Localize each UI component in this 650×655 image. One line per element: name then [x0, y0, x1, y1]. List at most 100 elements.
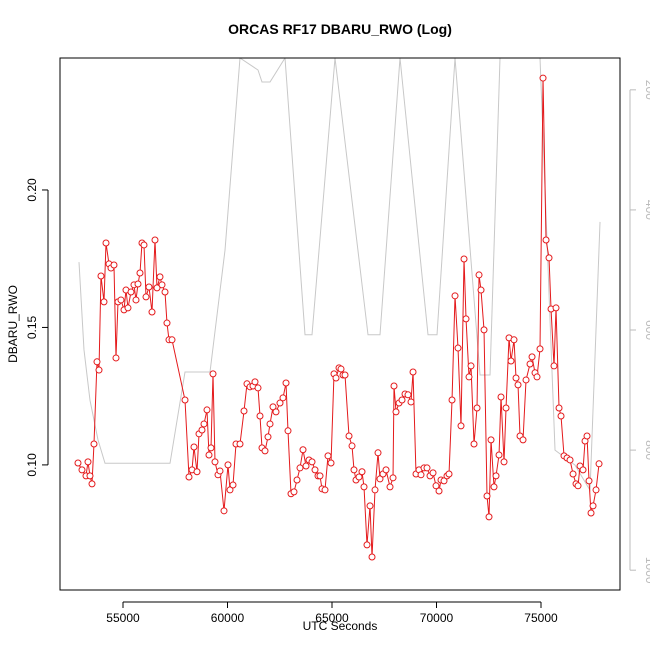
data-point — [200, 420, 208, 428]
data-point — [502, 404, 510, 412]
data-point — [236, 440, 244, 448]
data-point — [512, 374, 520, 382]
data-point — [485, 513, 493, 521]
data-point — [124, 304, 132, 312]
data-point — [156, 273, 164, 281]
data-point — [296, 464, 304, 472]
data-point — [390, 382, 398, 390]
data-point — [327, 459, 335, 467]
data-point — [168, 336, 176, 344]
data-point — [132, 296, 140, 304]
data-point — [409, 368, 417, 376]
data-point — [90, 440, 98, 448]
data-point — [371, 486, 379, 494]
data-point — [216, 467, 224, 475]
data-point — [211, 458, 219, 466]
data-point — [589, 502, 597, 510]
x-tick-label: 60000 — [211, 611, 245, 625]
chart-title: ORCAS RF17 DBARU_RWO (Log) — [228, 21, 452, 37]
data-point — [316, 472, 324, 480]
data-point — [324, 452, 332, 460]
x-tick-label: 65000 — [315, 611, 349, 625]
data-point — [74, 459, 82, 467]
data-point — [140, 241, 148, 249]
data-point — [483, 492, 491, 500]
data-point — [203, 406, 211, 414]
data-point — [181, 396, 189, 404]
data-point — [592, 486, 600, 494]
data-point — [404, 391, 412, 399]
data-point — [585, 477, 593, 485]
data-point — [220, 507, 228, 515]
data-point — [495, 451, 503, 459]
data-point — [423, 464, 431, 472]
data-point — [163, 319, 171, 327]
data-point — [392, 408, 400, 416]
data-point — [566, 456, 574, 464]
data-point — [97, 272, 105, 280]
y2-tick-label: 1000 — [643, 557, 650, 584]
data-point — [545, 254, 553, 262]
data-point — [185, 473, 193, 481]
data-point — [251, 378, 259, 386]
data-point — [276, 399, 284, 407]
data-point — [497, 393, 505, 401]
data-point — [86, 472, 94, 480]
data-point — [552, 304, 560, 312]
data-point — [209, 370, 217, 378]
data-point — [358, 468, 366, 476]
data-point — [465, 373, 473, 381]
data-point — [454, 344, 462, 352]
data-point — [226, 486, 234, 494]
y2-tick-label: 600 — [643, 320, 650, 340]
x-tick-label: 70000 — [420, 611, 454, 625]
data-point — [198, 426, 206, 434]
data-point — [429, 469, 437, 477]
data-point — [475, 271, 483, 279]
x-tick-label: 55000 — [106, 611, 140, 625]
data-point — [153, 284, 161, 292]
data-point — [460, 255, 468, 263]
data-point — [78, 466, 86, 474]
data-point — [398, 396, 406, 404]
data-point — [308, 458, 316, 466]
data-point — [284, 427, 292, 435]
data-point — [536, 345, 544, 353]
data-point — [95, 366, 103, 374]
data-point — [321, 486, 329, 494]
data-point — [355, 473, 363, 481]
data-point — [261, 447, 269, 455]
data-point — [256, 412, 264, 420]
data-point — [445, 470, 453, 478]
y2-tick-label: 200 — [643, 80, 650, 100]
data-point — [386, 483, 394, 491]
data-point — [302, 462, 310, 470]
plot-area — [74, 58, 603, 561]
data-point — [363, 541, 371, 549]
x-tick-label: 75000 — [524, 611, 558, 625]
data-point — [264, 433, 272, 441]
data-point — [345, 432, 353, 440]
data-point — [148, 308, 156, 316]
data-point — [587, 509, 595, 517]
data-point — [100, 298, 108, 306]
data-point — [224, 461, 232, 469]
data-point — [473, 404, 481, 412]
y2-tick-label: 800 — [643, 440, 650, 460]
y2-series-line — [78, 58, 601, 493]
data-point — [293, 476, 301, 484]
data-point — [341, 371, 349, 379]
data-point — [311, 466, 319, 474]
data-point — [136, 269, 144, 277]
data-point — [299, 446, 307, 454]
data-point — [374, 449, 382, 457]
data-point — [595, 460, 603, 468]
data-point — [161, 288, 169, 296]
data-point — [142, 293, 150, 301]
data-point — [102, 239, 110, 247]
data-point — [555, 404, 563, 412]
x-axis-title: UTC Seconds — [303, 619, 378, 633]
data-point — [500, 458, 508, 466]
data-point — [510, 336, 518, 344]
